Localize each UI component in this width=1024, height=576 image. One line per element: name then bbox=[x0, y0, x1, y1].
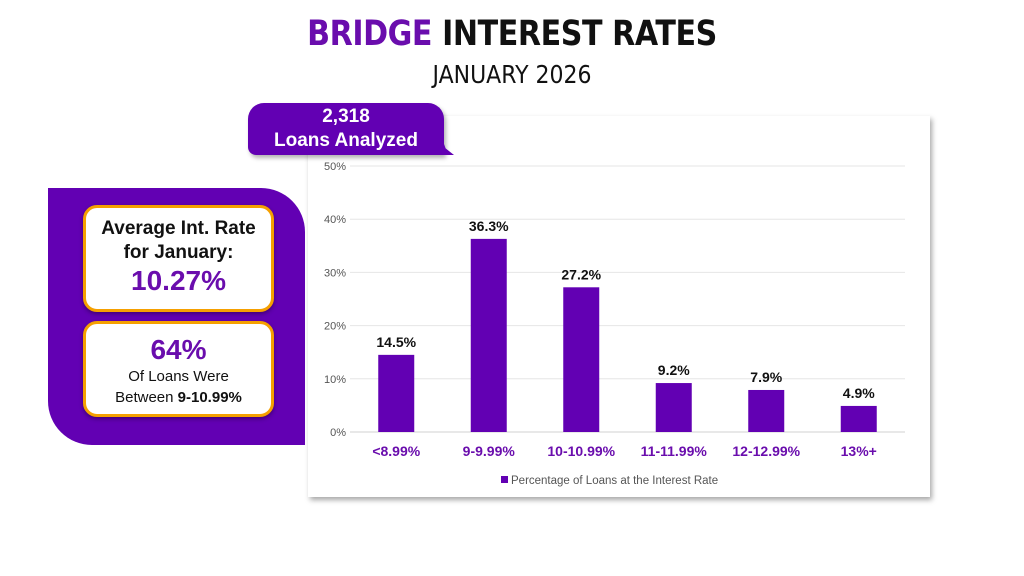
title-rest: INTEREST RATES bbox=[442, 14, 717, 54]
x-tick-label: 13%+ bbox=[841, 443, 877, 459]
page-title: BRIDGE INTEREST RATES bbox=[72, 14, 953, 54]
x-tick-label: 9-9.99% bbox=[463, 443, 516, 459]
bar bbox=[378, 354, 415, 432]
average-rate-box: Average Int. Rate for January: 10.27% bbox=[83, 205, 274, 312]
legend-label: Percentage of Loans at the Interest Rate bbox=[511, 475, 718, 487]
data-label: 7.9% bbox=[750, 369, 782, 385]
loan-share-label-1: Of Loans Were bbox=[128, 368, 229, 385]
bar bbox=[840, 405, 877, 432]
y-tick-label: 10% bbox=[324, 374, 346, 386]
bar bbox=[748, 389, 785, 432]
y-tick-label: 20% bbox=[324, 321, 346, 333]
data-label: 9.2% bbox=[658, 362, 690, 378]
y-tick-label: 40% bbox=[324, 214, 346, 226]
y-tick-label: 50% bbox=[324, 161, 346, 173]
title-accent: BRIDGE bbox=[307, 14, 433, 54]
bar bbox=[655, 383, 692, 432]
average-rate-label-2: for January: bbox=[123, 242, 234, 263]
chart-card bbox=[308, 116, 930, 497]
x-tick-label: 12-12.99% bbox=[732, 443, 800, 459]
x-tick-label: 10-10.99% bbox=[547, 443, 615, 459]
loan-count: 2,318 bbox=[322, 106, 370, 127]
data-label: 36.3% bbox=[469, 218, 509, 234]
data-label: 4.9% bbox=[843, 385, 875, 401]
loan-share-between: Between bbox=[115, 389, 178, 406]
average-rate-value: 10.27% bbox=[131, 265, 226, 296]
loan-count-label: Loans Analyzed bbox=[274, 130, 418, 151]
loan-share-label-2: Between 9-10.99% bbox=[86, 387, 271, 408]
bar bbox=[470, 238, 507, 432]
x-tick-label: 11-11.99% bbox=[641, 443, 708, 459]
y-tick-label: 0% bbox=[330, 427, 346, 439]
data-label: 14.5% bbox=[376, 334, 416, 350]
loan-share-range: 9-10.99% bbox=[177, 389, 242, 406]
summary-panel: Average Int. Rate for January: 10.27% 64… bbox=[48, 188, 305, 445]
loan-share-box: 64% Of Loans Were Between 9-10.99% bbox=[83, 321, 274, 417]
x-tick-label: <8.99% bbox=[372, 443, 420, 459]
loan-share-value: 64% bbox=[150, 334, 207, 365]
average-rate-label-1: Average Int. Rate bbox=[101, 218, 256, 239]
loans-analyzed-badge: 2,318 Loans Analyzed bbox=[248, 103, 444, 155]
bar bbox=[563, 287, 600, 432]
data-label: 27.2% bbox=[561, 266, 601, 282]
page-subtitle: JANUARY 2026 bbox=[432, 60, 592, 89]
legend-swatch bbox=[501, 476, 508, 483]
y-tick-label: 30% bbox=[324, 267, 346, 279]
